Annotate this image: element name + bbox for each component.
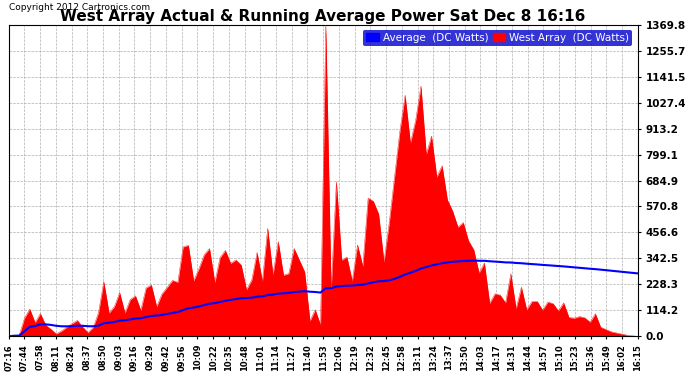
Legend: Average  (DC Watts), West Array  (DC Watts): Average (DC Watts), West Array (DC Watts… (363, 30, 633, 46)
Title: West Array Actual & Running Average Power Sat Dec 8 16:16: West Array Actual & Running Average Powe… (61, 9, 586, 24)
Text: Copyright 2012 Cartronics.com: Copyright 2012 Cartronics.com (9, 3, 150, 12)
